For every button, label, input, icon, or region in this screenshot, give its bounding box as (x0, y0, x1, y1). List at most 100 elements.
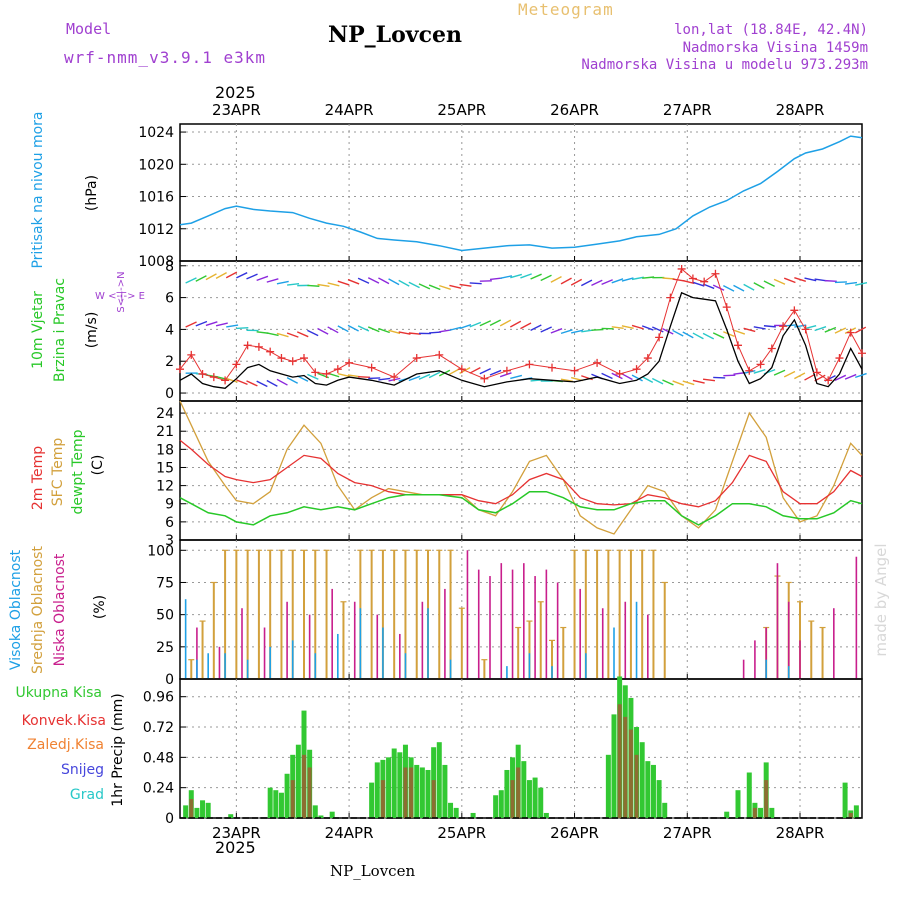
wind-arrow (459, 283, 472, 287)
wind-arrow (621, 373, 633, 381)
wind-arrow (672, 278, 685, 282)
y-tick-label: 1008 (138, 254, 174, 270)
cloud-mid-label: Srednja Oblacnost (30, 546, 46, 674)
gust-marker (548, 363, 556, 372)
gust-marker (187, 350, 196, 359)
cloud-high-label: Visoka Oblacnost (8, 549, 24, 670)
y-tick-label: 6 (165, 291, 174, 307)
wind-arrow (652, 326, 664, 333)
wind-arrow (469, 367, 481, 374)
wind-arrow (641, 325, 654, 331)
y-tick-label: 0.72 (143, 720, 174, 736)
gust-marker (288, 357, 297, 366)
wind-arrow (205, 273, 217, 281)
wind-arrow (459, 324, 472, 330)
wind-arrow (601, 372, 613, 380)
gust-marker (734, 341, 742, 350)
panel-frame (179, 123, 863, 262)
wind-arrow (469, 321, 482, 328)
wind-compass: W <-|-> E (95, 291, 145, 302)
total-precip-bar (391, 748, 397, 818)
wind-arrow (509, 320, 522, 328)
top-date-label: 27APR (663, 101, 712, 119)
wind-arrow (236, 379, 248, 386)
wind-arrow (236, 272, 248, 279)
wind-arrow (347, 324, 359, 332)
gust-marker (209, 373, 218, 382)
gust-marker (277, 354, 286, 363)
wind-arrow (266, 278, 279, 283)
total-precip-bar (842, 782, 848, 818)
total-precip-bar (656, 780, 662, 818)
gust-marker (801, 325, 810, 334)
wind-arrow (449, 284, 462, 289)
wind-arrow (357, 325, 370, 332)
gust-marker (345, 358, 354, 367)
gust-marker (790, 306, 799, 315)
wind-arrow (246, 273, 258, 280)
total-precip-bar (605, 754, 611, 818)
wind-arrow (682, 279, 695, 285)
wind-arrow (824, 326, 837, 333)
conv-precip-bar (307, 767, 312, 818)
wind-arrow (367, 277, 380, 284)
total-precip-bar (442, 764, 448, 818)
wind-arrow (794, 277, 807, 282)
precip-conv-label: Konvek.Kisa (22, 713, 106, 729)
wind-arrow (378, 277, 390, 285)
wind-arrow (347, 278, 360, 285)
y-tick-label: 0 (165, 672, 174, 688)
total-precip-bar (543, 812, 549, 818)
y-tick-label: 75 (156, 575, 174, 591)
wind-arrow (408, 281, 420, 289)
conv-precip-bar (752, 807, 757, 818)
wind-arrow (530, 324, 542, 331)
total-precip-bar (318, 815, 324, 818)
wind-arrow (753, 282, 765, 290)
panel-frame (179, 678, 863, 819)
wind-arrow (611, 326, 624, 330)
wind-arrow (428, 371, 441, 379)
wind-arrow (225, 271, 238, 279)
total-precip-bar (425, 769, 431, 818)
y-tick-label: 1016 (138, 190, 174, 206)
wind-arrow (753, 326, 766, 330)
bottom-date-label: 27APR (663, 824, 712, 842)
gust-marker (655, 333, 664, 342)
conv-precip-bar (409, 767, 414, 818)
bottom-date-label: 25APR (437, 824, 486, 842)
total-precip-bar (662, 802, 668, 818)
wind-arrow (439, 329, 452, 333)
total-precip-bar (369, 782, 375, 818)
pressure-unit: (hPa) (84, 175, 100, 211)
wind-arrow (347, 374, 360, 378)
conv-precip-bar (516, 767, 521, 818)
wind-arrow (398, 331, 411, 335)
wind-arrow (783, 370, 796, 378)
total-precip-bar (493, 795, 499, 818)
gust-marker (756, 360, 765, 369)
wind-arrow (713, 376, 726, 379)
model-label: Model (66, 20, 112, 38)
wind-arrow (449, 326, 462, 331)
gust-marker (243, 341, 252, 350)
gust-marker (824, 376, 833, 385)
wind-arrow (621, 277, 634, 282)
y-tick-label: 3 (165, 533, 174, 549)
wind-arrow (783, 277, 796, 284)
total-precip-bar (374, 762, 380, 818)
y-tick-label: 1020 (138, 157, 174, 173)
wind-arrow (652, 377, 664, 385)
precip-total-label: Ukupna Kisa (15, 685, 102, 701)
gust-marker (835, 354, 844, 363)
top-date-label: 24APR (325, 101, 374, 119)
wind-arrow (378, 327, 390, 334)
temp-2m-label: 2m Temp (30, 446, 46, 510)
cloud-unit: (%) (92, 595, 108, 619)
cloud-panel: 0 25 50 75 100 (147, 539, 863, 688)
wind-arrow (510, 273, 523, 279)
wind-arrow (500, 275, 513, 279)
wind-arrow (276, 280, 289, 285)
total-precip-bar (538, 787, 544, 818)
conv-precip-bar (628, 729, 633, 818)
